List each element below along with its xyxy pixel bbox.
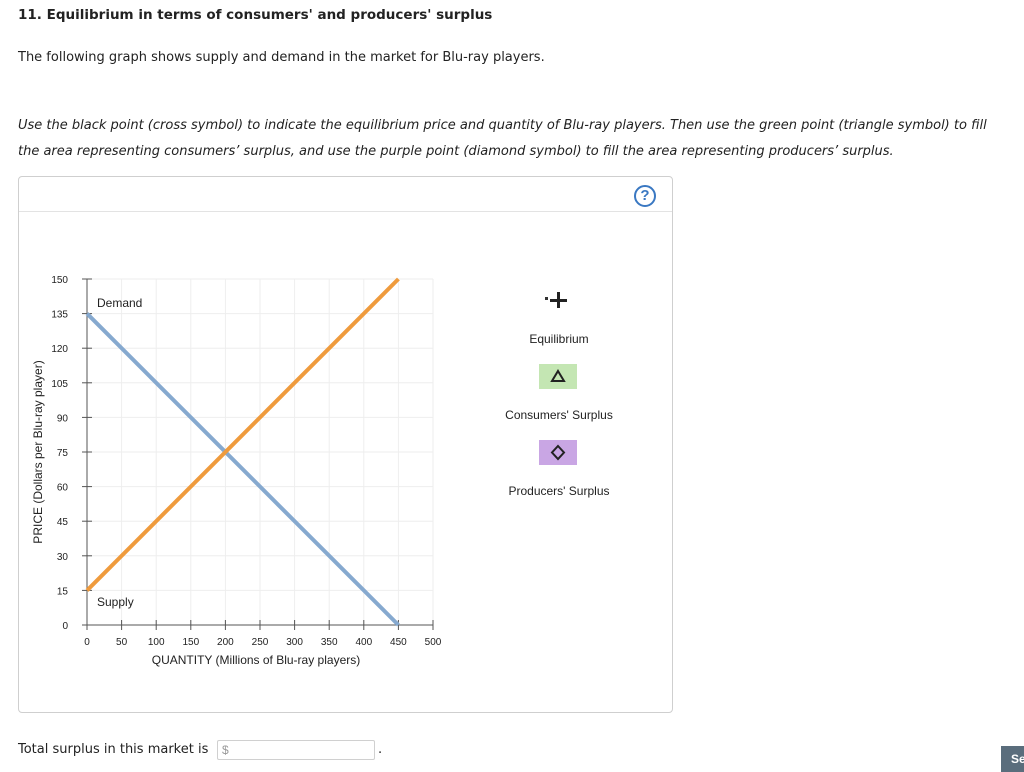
y-tick-label: 75 <box>57 448 69 459</box>
demand-curve-label: Demand <box>97 296 142 310</box>
equilibrium-cross-icon[interactable] <box>543 291 569 313</box>
y-axis-title: PRICE (Dollars per Blu-ray player) <box>31 360 45 543</box>
panel-divider <box>19 211 672 212</box>
x-tick-label: 300 <box>286 637 303 648</box>
x-tick-label: 450 <box>390 637 407 648</box>
y-tick-label: 135 <box>51 310 68 321</box>
x-tick-label: 350 <box>321 637 338 648</box>
help-icon[interactable]: ? <box>634 185 656 207</box>
supply-demand-chart[interactable]: 0 15 30 45 60 75 90 105 120 135 150 0 50 100 150 200 250… <box>19 177 672 712</box>
x-tick-label: 50 <box>116 637 128 648</box>
y-tick-label: 45 <box>57 517 69 528</box>
question-intro: The following graph shows supply and dem… <box>18 50 545 65</box>
consumer-surplus-triangle-icon[interactable] <box>539 364 577 389</box>
chart-series[interactable] <box>85 277 400 627</box>
graph-panel: ? 0 15 30 45 60 75 90 105 120 135 150 0 50 100 150 200 2… <box>18 176 673 713</box>
producer-surplus-diamond-icon[interactable] <box>539 440 577 465</box>
demand-curve[interactable] <box>85 312 400 627</box>
legend-equilibrium-label: Equilibrium <box>529 332 589 346</box>
chart-grid <box>87 278 434 625</box>
y-tick-label: 150 <box>51 275 68 286</box>
chart-labels: QUANTITY (Millions of Blu-ray players) PR… <box>31 296 360 667</box>
y-tick-label: 90 <box>57 413 69 424</box>
x-tick-label: 400 <box>355 637 372 648</box>
y-tick-label: 30 <box>57 552 69 563</box>
total-surplus-input[interactable]: $ <box>217 740 375 760</box>
x-tick-label: 0 <box>84 637 90 648</box>
total-surplus-label: Total surplus in this market is <box>18 742 209 757</box>
x-tick-label: 250 <box>252 637 269 648</box>
supply-curve-label: Supply <box>97 595 134 609</box>
x-tick-label: 100 <box>148 637 165 648</box>
x-tick-label: 150 <box>182 637 199 648</box>
y-tick-label: 60 <box>57 483 69 494</box>
sentence-period: . <box>378 742 383 757</box>
y-tick-label: 105 <box>51 379 68 390</box>
question-instructions: Use the black point (cross symbol) to in… <box>18 118 987 159</box>
legend-producers-surplus-label: Producers' Surplus <box>508 484 610 498</box>
x-tick-label: 500 <box>425 637 442 648</box>
legend-consumers-surplus-label: Consumers' Surplus <box>505 408 613 422</box>
y-tick-label: 15 <box>57 586 69 597</box>
x-axis-title: QUANTITY (Millions of Blu-ray players) <box>152 653 361 667</box>
y-tick-label: 120 <box>51 344 68 355</box>
question-title: 11. Equilibrium in terms of consumers' a… <box>18 7 493 23</box>
y-tick-label: 0 <box>62 621 68 632</box>
x-tick-label: 200 <box>217 637 234 648</box>
supply-curve[interactable] <box>85 277 400 592</box>
chart-axes: 0 15 30 45 60 75 90 105 120 135 150 0 50 100 150 200 250… <box>51 275 441 648</box>
submit-button[interactable]: Se <box>1001 746 1024 772</box>
